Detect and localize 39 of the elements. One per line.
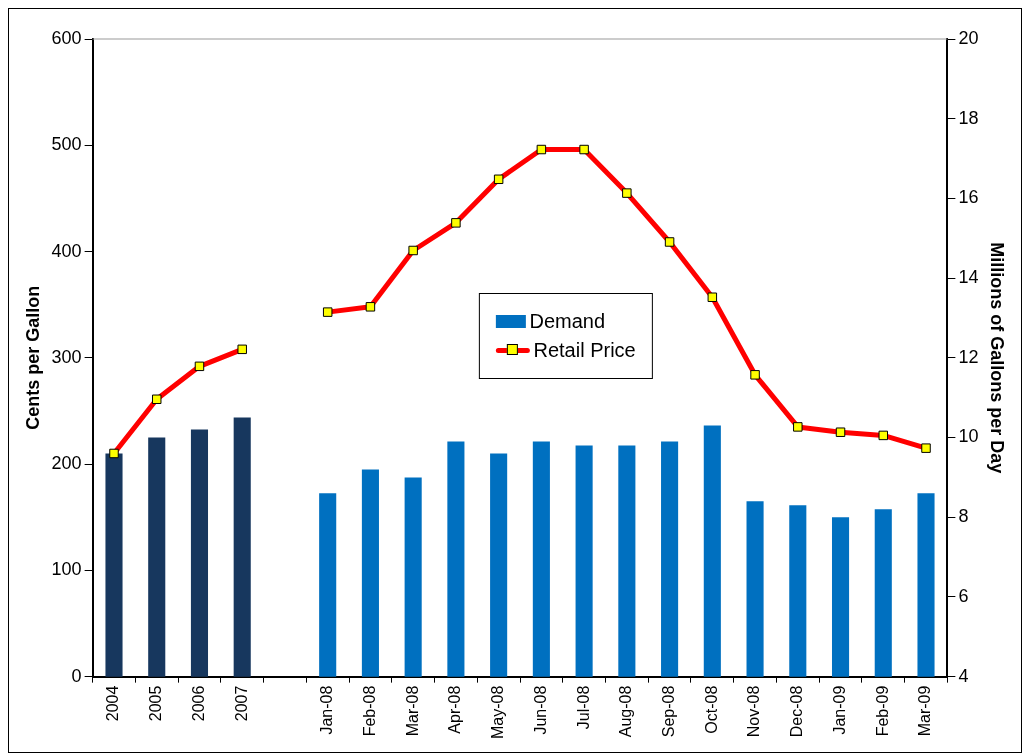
y2-tick-label: 10	[958, 426, 979, 447]
y2-tick-label: 16	[958, 187, 979, 208]
x-tick-label: Feb-08	[360, 685, 378, 737]
x-tick-label: 2006	[189, 685, 207, 722]
y-tick-label: 200	[51, 453, 82, 474]
y-tick-label: 600	[51, 27, 82, 48]
x-tick-label: Nov-08	[745, 685, 763, 738]
legend-label: Retail Price	[533, 338, 636, 362]
y2-tick-label: 8	[958, 506, 969, 527]
x-tick-label: Jul-08	[574, 685, 592, 730]
y2-tick-label: 20	[958, 27, 979, 48]
y-tick-label: 100	[51, 559, 82, 580]
y-axis-title: Cents per Gallon	[22, 285, 43, 430]
legend-label: Demand	[529, 309, 606, 333]
x-tick-label: Mar-09	[916, 685, 934, 737]
x-tick-label: May-08	[489, 685, 507, 740]
x-tick-label: Mar-08	[403, 685, 421, 737]
y2-axis-title: Millions of Gallons per Day	[987, 242, 1008, 474]
y2-tick-label: 18	[958, 107, 979, 128]
x-tick-label: Jun-08	[531, 685, 549, 735]
x-tick-label: Feb-09	[873, 685, 891, 737]
y2-tick-label: 14	[958, 267, 979, 288]
x-tick-label: Apr-08	[446, 685, 464, 734]
y2-tick-label: 4	[958, 665, 969, 686]
x-tick-label: Aug-08	[617, 685, 635, 738]
y-tick-label: 0	[71, 665, 82, 686]
x-tick-label: Dec-08	[788, 685, 806, 738]
x-tick-label: Jan-09	[830, 685, 848, 735]
y2-tick-label: 12	[958, 346, 979, 367]
x-tick-label: 2005	[147, 685, 165, 722]
y-tick-label: 500	[51, 134, 82, 155]
y-tick-label: 300	[51, 346, 82, 367]
x-tick-label: Sep-08	[659, 685, 677, 738]
x-tick-label: Oct-08	[702, 685, 720, 734]
y2-tick-label: 6	[958, 585, 969, 606]
x-tick-label: 2004	[104, 685, 122, 722]
x-tick-label: 2007	[232, 685, 250, 722]
x-tick-label: Jan-08	[318, 685, 336, 735]
y-tick-label: 400	[51, 240, 82, 261]
